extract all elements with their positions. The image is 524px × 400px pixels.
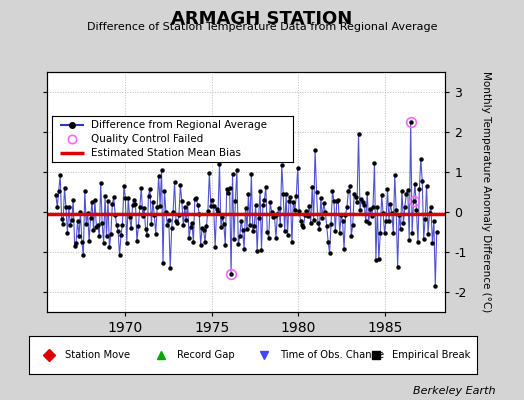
Text: Difference from Regional Average: Difference from Regional Average: [91, 120, 267, 130]
Text: Record Gap: Record Gap: [177, 350, 234, 360]
Y-axis label: Monthly Temperature Anomaly Difference (°C): Monthly Temperature Anomaly Difference (…: [481, 71, 490, 313]
Text: Difference of Station Temperature Data from Regional Average: Difference of Station Temperature Data f…: [87, 22, 437, 32]
Text: Quality Control Failed: Quality Control Failed: [91, 134, 203, 144]
Text: Empirical Break: Empirical Break: [392, 350, 470, 360]
Text: Estimated Station Mean Bias: Estimated Station Mean Bias: [91, 148, 241, 158]
Text: Station Move: Station Move: [64, 350, 130, 360]
Text: Berkeley Earth: Berkeley Earth: [413, 386, 495, 396]
Text: ARMAGH STATION: ARMAGH STATION: [171, 10, 353, 28]
Text: Time of Obs. Change: Time of Obs. Change: [280, 350, 384, 360]
